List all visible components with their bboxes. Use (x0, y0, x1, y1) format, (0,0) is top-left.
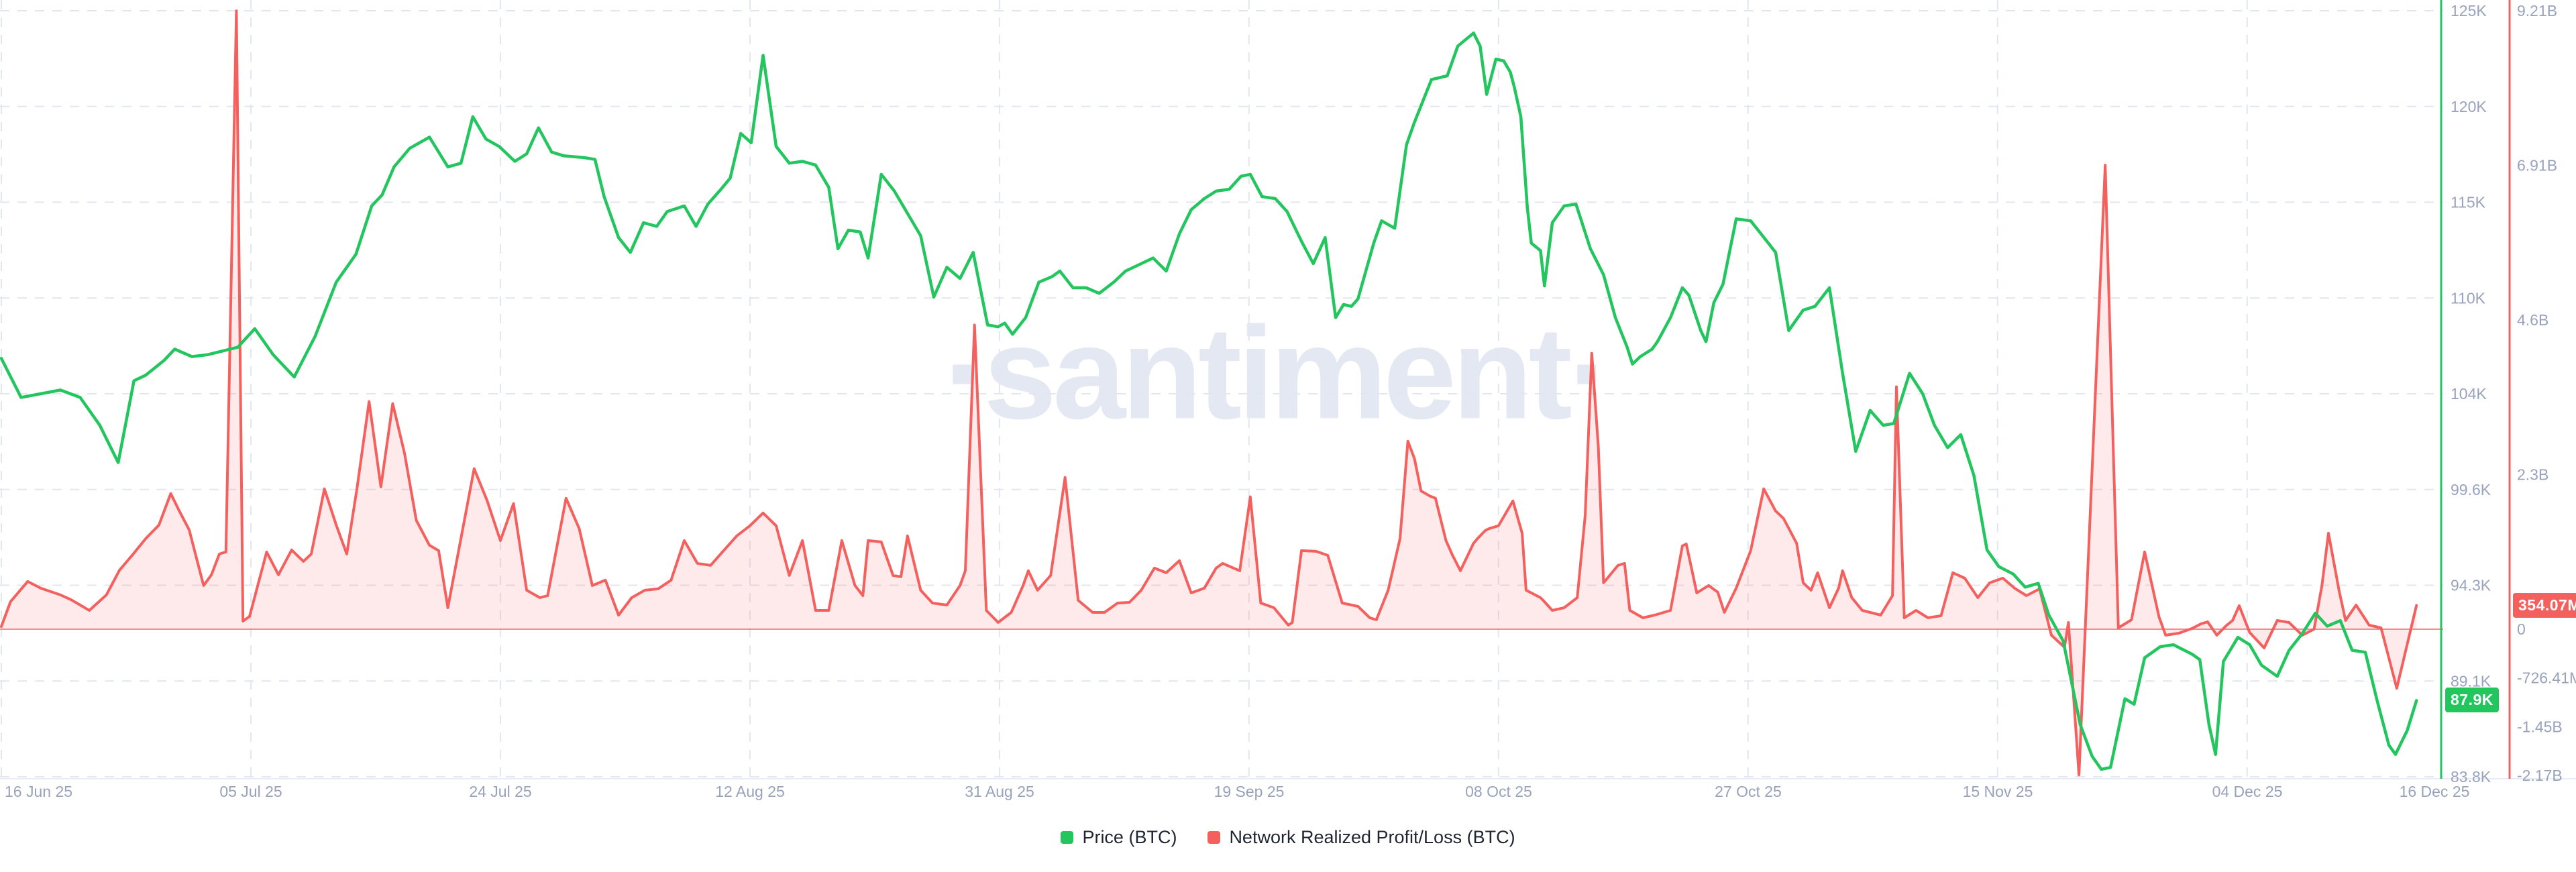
svg-text:24 Jul 25: 24 Jul 25 (469, 783, 531, 800)
svg-text:0: 0 (2517, 620, 2526, 638)
svg-text:19 Sep 25: 19 Sep 25 (1214, 783, 1285, 800)
svg-text:05 Jul 25: 05 Jul 25 (219, 783, 282, 800)
svg-text:16 Jun 25: 16 Jun 25 (5, 783, 72, 800)
profit-loss-current-value-badge: 354.07M (2513, 592, 2576, 618)
svg-text:104K: 104K (2451, 385, 2487, 402)
svg-text:83.8K: 83.8K (2451, 768, 2491, 785)
svg-text:31 Aug 25: 31 Aug 25 (965, 783, 1034, 800)
svg-text:04 Dec 25: 04 Dec 25 (2212, 783, 2283, 800)
svg-text:9.21B: 9.21B (2517, 2, 2557, 19)
svg-text:-2.17B: -2.17B (2517, 767, 2563, 784)
price-current-value-badge: 87.9K (2445, 688, 2499, 713)
legend-item-price[interactable]: Price (BTC) (1061, 827, 1177, 848)
svg-text:125K: 125K (2451, 2, 2487, 19)
legend: Price (BTC) Network Realized Profit/Loss… (0, 827, 2576, 848)
profit-loss-series-swatch-icon (1208, 831, 1221, 844)
svg-text:15 Nov 25: 15 Nov 25 (1963, 783, 2033, 800)
svg-text:12 Aug 25: 12 Aug 25 (715, 783, 785, 800)
svg-text:08 Oct 25: 08 Oct 25 (1465, 783, 1532, 800)
svg-text:4.6B: 4.6B (2517, 311, 2548, 329)
svg-text:16 Dec 25: 16 Dec 25 (2400, 783, 2470, 800)
legend-item-network-realized-profit-loss[interactable]: Network Realized Profit/Loss (BTC) (1208, 827, 1515, 848)
svg-text:110K: 110K (2451, 289, 2486, 307)
svg-text:-1.45B: -1.45B (2517, 718, 2563, 735)
legend-label-profit-loss: Network Realized Profit/Loss (BTC) (1229, 827, 1515, 847)
svg-text:120K: 120K (2451, 98, 2487, 115)
svg-text:27 Oct 25: 27 Oct 25 (1715, 783, 1782, 800)
legend-label-price: Price (BTC) (1082, 827, 1177, 847)
price-series-swatch-icon (1061, 831, 1074, 844)
svg-text:6.91B: 6.91B (2517, 157, 2557, 174)
svg-text:2.3B: 2.3B (2517, 466, 2548, 484)
svg-text:115K: 115K (2451, 194, 2486, 211)
svg-text:99.6K: 99.6K (2451, 481, 2491, 498)
svg-text:94.3K: 94.3K (2451, 577, 2491, 594)
svg-text:89.1K: 89.1K (2451, 672, 2491, 690)
svg-text:-726.41M: -726.41M (2517, 669, 2576, 687)
